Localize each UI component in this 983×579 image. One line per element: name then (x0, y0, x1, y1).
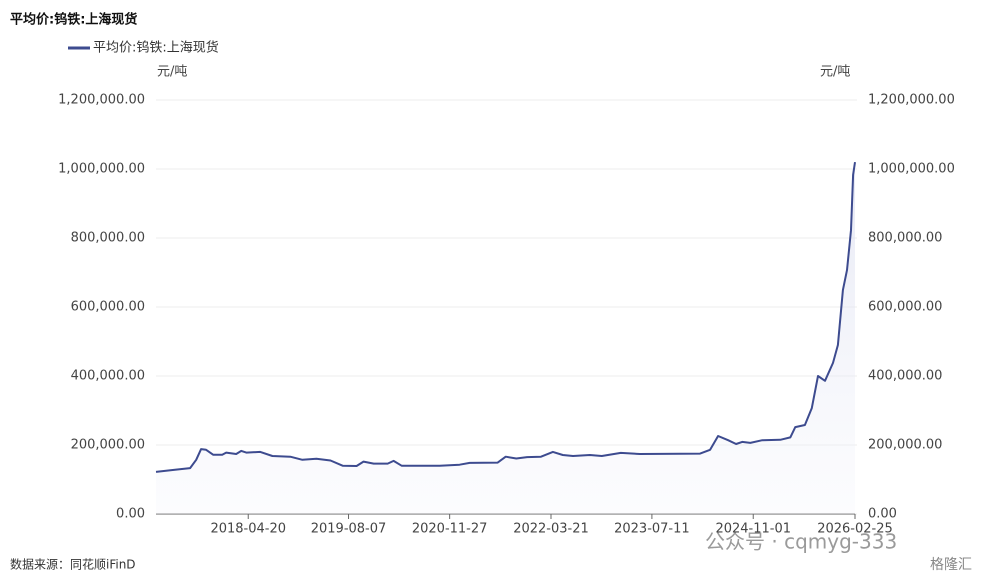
x-tick-label: 2023-07-11 (614, 522, 690, 537)
x-tick-label: 2018-04-20 (210, 522, 286, 537)
x-tick-label: 2024-11-01 (715, 522, 791, 537)
y-tick-label: 0.00 (116, 507, 145, 522)
watermark-brand: 格隆汇 (930, 557, 972, 573)
x-tick-label: 2020-11-27 (412, 522, 488, 537)
y-tick-label: 1,000,000.00 (58, 162, 145, 177)
source: 数据来源：同花顺iFinD (10, 557, 136, 572)
y-axis-unit: 元/吨 (157, 65, 187, 80)
x-tick-label: 2022-03-21 (513, 522, 589, 537)
y2-tick-label: 800,000.00 (868, 231, 942, 246)
y-tick-label: 800,000.00 (71, 231, 145, 246)
y2-tick-label: 1,200,000.00 (868, 93, 955, 108)
y-tick-label: 400,000.00 (71, 369, 145, 384)
y2-tick-label: 0.00 (868, 507, 897, 522)
chart-title: 平均价:钨铁:上海现货 (10, 12, 137, 28)
area (156, 162, 855, 514)
legend-label: 平均价:钨铁:上海现货 (93, 40, 219, 56)
y-tick-label: 1,200,000.00 (58, 93, 145, 108)
y2-tick-label: 400,000.00 (868, 369, 942, 384)
y-tick-label: 600,000.00 (71, 300, 145, 315)
watermark: 公众号 · cqmyg-333 (705, 530, 897, 554)
x-tick-label: 2019-08-07 (311, 522, 387, 537)
x-tick-label: 2026-02-25 (817, 522, 893, 537)
y-tick-label: 200,000.00 (71, 438, 145, 453)
y2-tick-label: 200,000.00 (868, 438, 942, 453)
y2-tick-label: 1,000,000.00 (868, 162, 955, 177)
line (155, 161, 856, 473)
y2-tick-label: 600,000.00 (868, 300, 942, 315)
y2-axis-unit: 元/吨 (820, 65, 850, 80)
